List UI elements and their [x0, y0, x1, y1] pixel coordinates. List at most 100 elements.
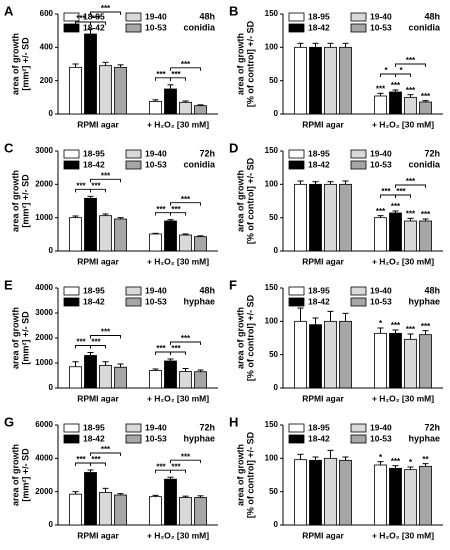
legend-swatch [350, 12, 367, 22]
y-tick-label: 150 [265, 420, 279, 429]
significance-label: * [384, 66, 388, 75]
bar [294, 183, 307, 252]
legend-label: 19-40 [370, 148, 392, 158]
significance-label: *** [156, 205, 166, 214]
y-axis-label: [% of control] +/- SD [245, 294, 255, 381]
annotation: 72h [424, 422, 440, 432]
significance-label: *** [156, 70, 166, 79]
annotation: hyphae [408, 296, 440, 306]
bar [164, 88, 177, 115]
significance-label: *** [91, 455, 101, 464]
bar [179, 371, 192, 389]
bar [404, 220, 417, 252]
x-tick-label: + H₂O₂ [30 mM] [147, 530, 209, 540]
bar [114, 66, 127, 115]
bar [179, 497, 192, 526]
significance-star: *** [421, 92, 431, 101]
y-tick-label: 50 [269, 76, 278, 85]
y-axis-label: area of growth [235, 33, 245, 95]
legend-label: 18-42 [308, 296, 330, 306]
y-axis-label: area of growth [10, 444, 20, 506]
panel-letter: D [229, 140, 238, 155]
significance-star: *** [391, 457, 401, 466]
legend-swatch [63, 286, 80, 296]
significance-bracket [395, 184, 426, 188]
legend-swatch [63, 149, 80, 159]
x-tick-label: + H₂O₂ [30 mM] [147, 393, 209, 403]
legend-swatch [125, 23, 142, 33]
y-tick-label: 50 [269, 350, 278, 359]
bar [99, 65, 112, 115]
bar [419, 334, 432, 389]
significance-label: *** [171, 70, 181, 79]
significance-label: *** [156, 462, 166, 471]
bar [99, 215, 112, 252]
legend-label: 19-40 [145, 285, 167, 295]
bar [309, 459, 322, 526]
legend-label: 19-40 [370, 285, 392, 295]
significance-star: *** [391, 81, 401, 90]
panel-letter: E [4, 277, 13, 292]
bar [419, 220, 432, 252]
y-tick-label: 0 [274, 109, 279, 118]
legend-label: 18-95 [83, 11, 105, 21]
y-tick-label: 150 [265, 9, 279, 18]
y-tick-label: 0 [274, 520, 279, 529]
legend-swatch [350, 286, 367, 296]
legend-swatch [63, 423, 80, 433]
legend-swatch [63, 12, 80, 22]
panel-letter: G [4, 414, 14, 429]
significance-bracket [90, 21, 106, 25]
bar [179, 101, 192, 115]
legend-swatch [350, 434, 367, 444]
significance-star: *** [391, 321, 401, 330]
bar [389, 332, 402, 389]
legend-swatch [125, 297, 142, 307]
legend-label: 19-40 [370, 422, 392, 432]
bar [294, 459, 307, 526]
y-axis-label: [% of control] +/- SD [245, 157, 255, 244]
significance-bracket [170, 202, 201, 206]
legend-label: 18-42 [83, 433, 105, 443]
bar [164, 360, 177, 389]
bar [339, 459, 352, 526]
x-tick-label: + H₂O₂ [30 mM] [147, 256, 209, 266]
legend-swatch [125, 286, 142, 296]
significance-label: *** [101, 445, 111, 454]
y-tick-label: 0 [49, 246, 54, 255]
significance-star: *** [406, 325, 416, 334]
significance-bracket [90, 452, 121, 456]
bar [389, 467, 402, 526]
annotation: hyphae [183, 433, 215, 443]
y-tick-label: 2000 [35, 487, 53, 496]
annotation: 48h [424, 11, 440, 21]
x-tick-label: RPMI agar [77, 119, 119, 129]
significance-label: *** [381, 187, 391, 196]
significance-label: *** [76, 338, 86, 347]
legend-label: 18-95 [83, 285, 105, 295]
significance-bracket [90, 188, 106, 193]
annotation: hyphae [183, 296, 215, 306]
bar [69, 66, 82, 115]
y-axis-label: area of growth [235, 170, 245, 232]
y-axis-label: area of growth [235, 444, 245, 506]
annotation: conidia [408, 159, 440, 169]
legend-label: 18-95 [83, 422, 105, 432]
significance-label: *** [101, 171, 111, 180]
legend-label: 19-40 [145, 422, 167, 432]
legend-label: 10-53 [370, 433, 392, 443]
legend-swatch [125, 160, 142, 170]
x-tick-label: RPMI agar [77, 393, 119, 403]
y-tick-label: 150 [265, 283, 279, 292]
x-tick-label: RPMI agar [77, 530, 119, 540]
legend-swatch [288, 434, 305, 444]
y-axis-label: area of growth [10, 307, 20, 369]
annotation: 48h [199, 11, 215, 21]
significance-star: * [409, 458, 413, 467]
